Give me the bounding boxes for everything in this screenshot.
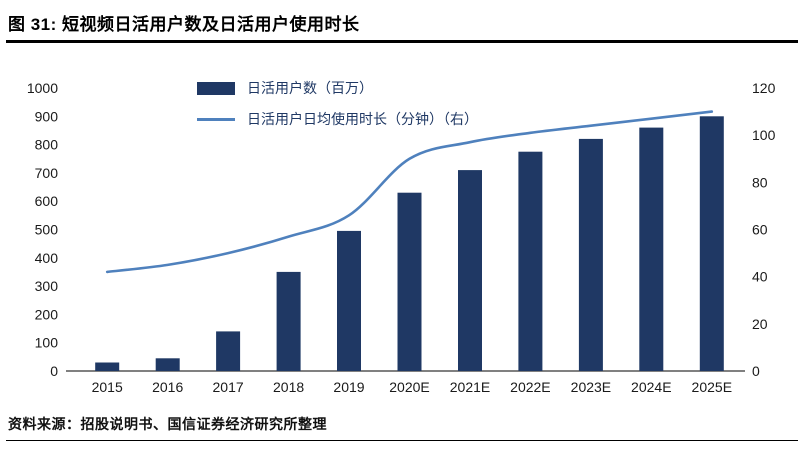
right-axis-tick: 40 [752,269,768,285]
right-axis-tick: 100 [752,127,776,143]
x-axis-label: 2021E [450,379,490,395]
left-axis-tick: 400 [35,250,59,266]
bar-2017 [216,331,241,371]
x-axis-label: 2020E [389,379,429,395]
bar-2022E [518,151,543,371]
title-underline [6,40,798,43]
bar-2023E [578,138,603,371]
bar-2018 [276,271,301,371]
bar-2016 [155,358,180,371]
left-axis-tick: 800 [35,137,59,153]
figure-title: 图 31: 短视频日活用户数及日活用户使用时长 [8,15,360,34]
bar-2025E [699,116,724,371]
x-axis-label: 2022E [510,379,550,395]
left-axis-tick: 1000 [27,80,58,96]
right-axis-tick: 80 [752,174,768,190]
x-axis-label: 2025E [692,379,732,395]
bar-2015 [95,362,120,371]
left-axis-tick: 700 [35,165,59,181]
left-axis-tick: 100 [35,335,59,351]
left-axis-tick: 300 [35,278,59,294]
line-series-swatch [197,117,235,121]
legend-item-bar-series: 日活用户数（百万） [197,78,478,98]
combo-chart: 0 100 200 300 400 500 600 700 800 900 1000 0 20 40 60 8… [27,80,776,395]
bar-series-swatch [197,81,235,95]
chart-area: 0 100 200 300 400 500 600 700 800 900 1000 0 20 40 60 8… [0,45,805,400]
left-axis-tick: 200 [35,306,59,322]
left-axis-tick: 500 [35,222,59,238]
chart-legend: 日活用户数（百万） 日活用户日均使用时长（分钟）（右） [197,78,478,129]
x-axis-label: 2015 [92,379,123,395]
bar-2020E [397,192,422,371]
bar-series-label: 日活用户数（百万） [247,80,373,96]
bar-2024E [639,127,664,371]
line-series-label: 日活用户日均使用时长（分钟）（右） [247,111,478,127]
source-note: 资料来源：招股说明书、国信证券经济研究所整理 [8,416,327,432]
x-axis-label: 2023E [571,379,611,395]
right-axis-tick: 120 [752,80,776,96]
right-axis-tick: 0 [752,363,760,379]
bottom-border [6,440,798,441]
left-axis-tick: 600 [35,193,59,209]
left-axis-tick: 0 [50,363,58,379]
right-axis-tick: 60 [752,222,768,238]
bar-2021E [458,170,482,371]
x-axis-label: 2016 [152,379,183,395]
x-axis-label: 2019 [333,379,364,395]
x-axis-label: 2017 [213,379,244,395]
left-axis-tick: 900 [35,108,59,124]
usage-time-line [105,110,714,274]
bar-2019 [337,230,361,371]
x-axis-label: 2018 [273,379,304,395]
right-axis-tick: 20 [752,316,768,332]
x-axis-label: 2024E [631,379,671,395]
legend-item-line-series: 日活用户日均使用时长（分钟）（右） [197,109,478,129]
